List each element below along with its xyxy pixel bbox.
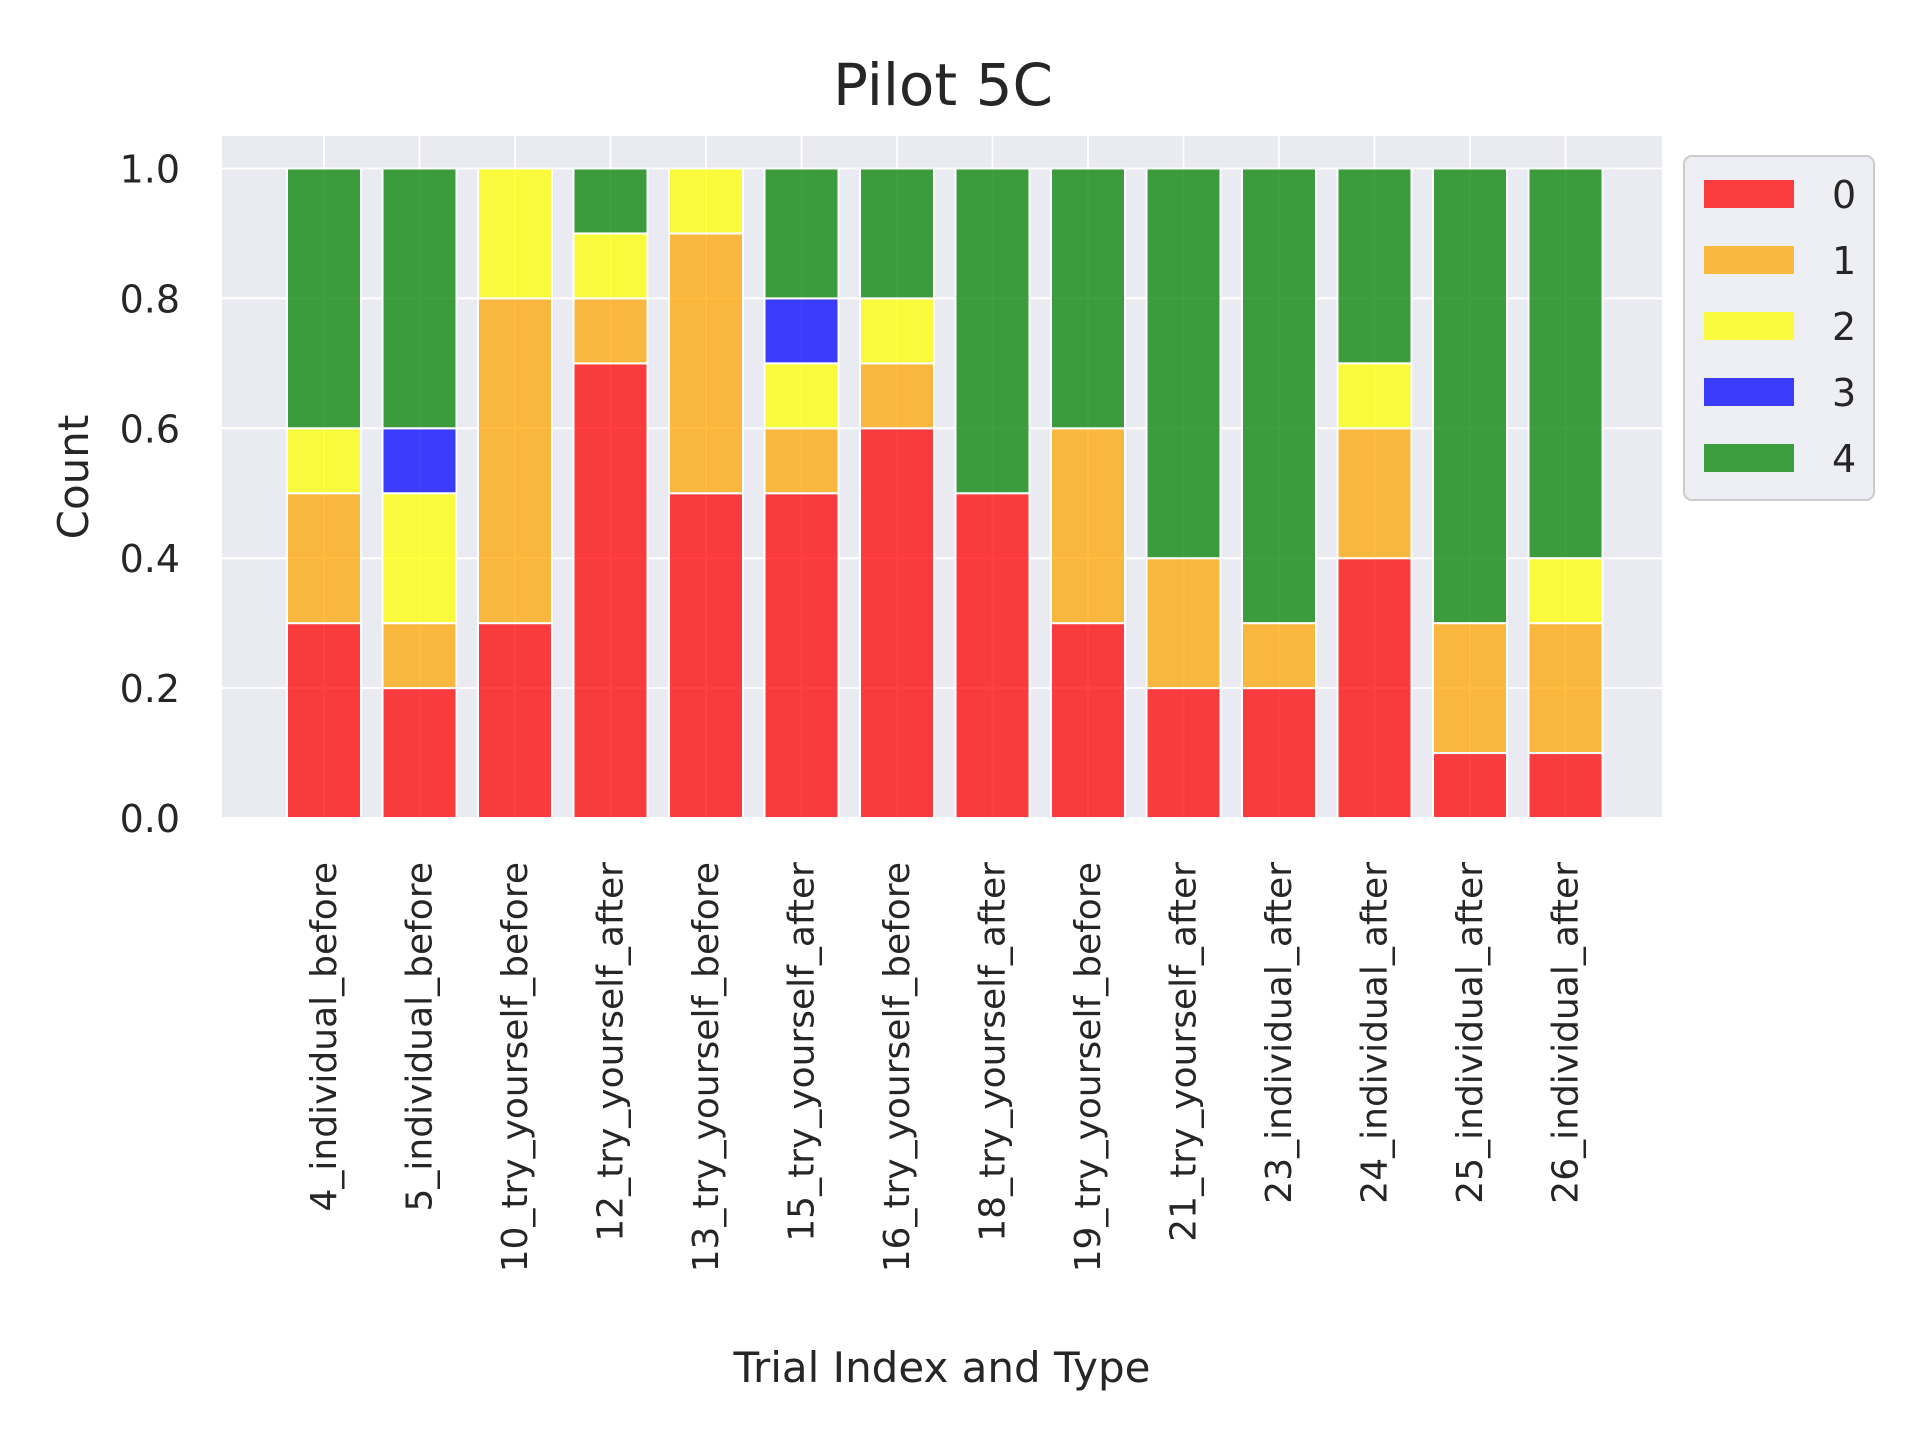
bar-segment-series-1 bbox=[763, 427, 840, 495]
bar-segment-series-4 bbox=[763, 167, 840, 300]
bar-segment-series-4 bbox=[1432, 167, 1508, 625]
chart-title: Pilot 5C bbox=[833, 51, 1053, 119]
x-tick-label: 5_individual_before bbox=[400, 862, 441, 1211]
bar-segment-series-0 bbox=[668, 492, 744, 819]
bar-segment-series-0 bbox=[1241, 687, 1317, 819]
bar-segment-series-2 bbox=[572, 232, 649, 300]
bar-segment-series-4 bbox=[1527, 167, 1604, 560]
legend-swatch bbox=[1704, 312, 1794, 340]
bar-segment-series-2 bbox=[477, 167, 553, 300]
bar-segment-series-2 bbox=[668, 167, 744, 235]
plot-area bbox=[222, 136, 1662, 818]
bar-segment-series-0 bbox=[954, 492, 1031, 819]
bar-segment-series-2 bbox=[763, 362, 840, 430]
y-tick-label: 0.8 bbox=[120, 277, 180, 321]
bar-segment-series-1 bbox=[1145, 557, 1222, 690]
x-tick-label: 19_try_yourself_before bbox=[1068, 862, 1109, 1272]
bar-segment-series-0 bbox=[381, 687, 458, 819]
bar-segment-series-2 bbox=[859, 297, 935, 365]
y-tick-label: 0.0 bbox=[120, 797, 180, 841]
bar-segment-series-4 bbox=[1336, 167, 1413, 365]
bar-segment-series-0 bbox=[763, 492, 840, 819]
bar-segment-series-0 bbox=[477, 622, 553, 820]
bar-segment-series-4 bbox=[381, 167, 458, 430]
bar-segment-series-1 bbox=[477, 297, 553, 625]
legend-swatch bbox=[1704, 180, 1794, 208]
bar-segment-series-2 bbox=[1336, 362, 1413, 430]
x-tick-label: 10_try_yourself_before bbox=[495, 862, 536, 1272]
y-tick-label: 1.0 bbox=[120, 147, 180, 191]
y-tick-label: 0.2 bbox=[120, 667, 180, 711]
bar-segment-series-0 bbox=[1336, 557, 1413, 819]
bar-segment-series-2 bbox=[1527, 557, 1604, 625]
x-tick-label: 12_try_yourself_after bbox=[591, 862, 632, 1242]
bar-segment-series-1 bbox=[668, 232, 744, 495]
x-axis-label: Trial Index and Type bbox=[733, 1343, 1151, 1392]
bar-segment-series-0 bbox=[572, 362, 649, 819]
bar-segment-series-1 bbox=[381, 622, 458, 690]
bar-segment-series-4 bbox=[954, 167, 1031, 495]
bars bbox=[286, 167, 1604, 820]
bar-segment-series-1 bbox=[572, 297, 649, 365]
x-tick-label: 26_individual_after bbox=[1546, 862, 1587, 1204]
bar-segment-series-1 bbox=[1241, 622, 1317, 690]
bar-segment-series-0 bbox=[1527, 752, 1604, 819]
bar-segment-series-4 bbox=[572, 167, 649, 235]
x-tick-labels: 4_individual_before 5_individual_before 10… bbox=[304, 862, 1587, 1273]
bar-segment-series-1 bbox=[1527, 622, 1604, 755]
legend-swatch bbox=[1704, 378, 1794, 406]
bar-segment-series-4 bbox=[286, 167, 362, 430]
x-tick-label: 23_individual_after bbox=[1259, 862, 1300, 1204]
y-tick-labels: 0.0 0.2 0.4 0.6 0.8 1.0 bbox=[120, 147, 180, 841]
bar-segment-series-4 bbox=[859, 167, 935, 300]
x-tick-label: 4_individual_before bbox=[304, 862, 345, 1211]
bar-segment-series-0 bbox=[1432, 752, 1508, 819]
legend-label: 2 bbox=[1832, 305, 1856, 349]
bar-segment-series-2 bbox=[381, 492, 458, 625]
bar-segment-series-3 bbox=[381, 427, 458, 495]
legend-label: 3 bbox=[1832, 371, 1856, 415]
bar-segment-series-0 bbox=[859, 427, 935, 819]
bar-segment-series-0 bbox=[286, 622, 362, 820]
x-tick-label: 24_individual_after bbox=[1355, 862, 1396, 1204]
x-tick-label: 16_try_yourself_before bbox=[877, 862, 918, 1272]
bar-segment-series-3 bbox=[763, 297, 840, 365]
bar-segment-series-1 bbox=[1050, 427, 1126, 625]
legend-label: 4 bbox=[1832, 437, 1856, 481]
legend-swatch bbox=[1704, 444, 1794, 472]
bar-segment-series-4 bbox=[1241, 167, 1317, 625]
x-tick-label: 13_try_yourself_before bbox=[686, 862, 727, 1272]
bar-segment-series-0 bbox=[1145, 687, 1222, 819]
y-tick-label: 0.4 bbox=[120, 537, 180, 581]
bar-segment-series-0 bbox=[1050, 622, 1126, 820]
x-tick-label: 21_try_yourself_after bbox=[1164, 862, 1205, 1242]
legend-label: 1 bbox=[1832, 239, 1856, 283]
bar-segment-series-1 bbox=[286, 492, 362, 625]
y-tick-label: 0.6 bbox=[120, 407, 180, 451]
bar-segment-series-4 bbox=[1050, 167, 1126, 430]
bar-segment-series-1 bbox=[1432, 622, 1508, 755]
x-tick-label: 18_try_yourself_after bbox=[973, 862, 1014, 1242]
x-tick-label: 25_individual_after bbox=[1450, 862, 1491, 1204]
legend-swatch bbox=[1704, 246, 1794, 274]
legend: 0 1 2 3 4 bbox=[1683, 155, 1875, 501]
bar-segment-series-1 bbox=[859, 362, 935, 430]
bar-segment-series-1 bbox=[1336, 427, 1413, 560]
y-axis-label: Count bbox=[49, 415, 98, 540]
x-tick-label: 15_try_yourself_after bbox=[782, 862, 823, 1242]
bar-segment-series-4 bbox=[1145, 167, 1222, 560]
bar-segment-series-2 bbox=[286, 427, 362, 495]
legend-label: 0 bbox=[1832, 173, 1856, 217]
